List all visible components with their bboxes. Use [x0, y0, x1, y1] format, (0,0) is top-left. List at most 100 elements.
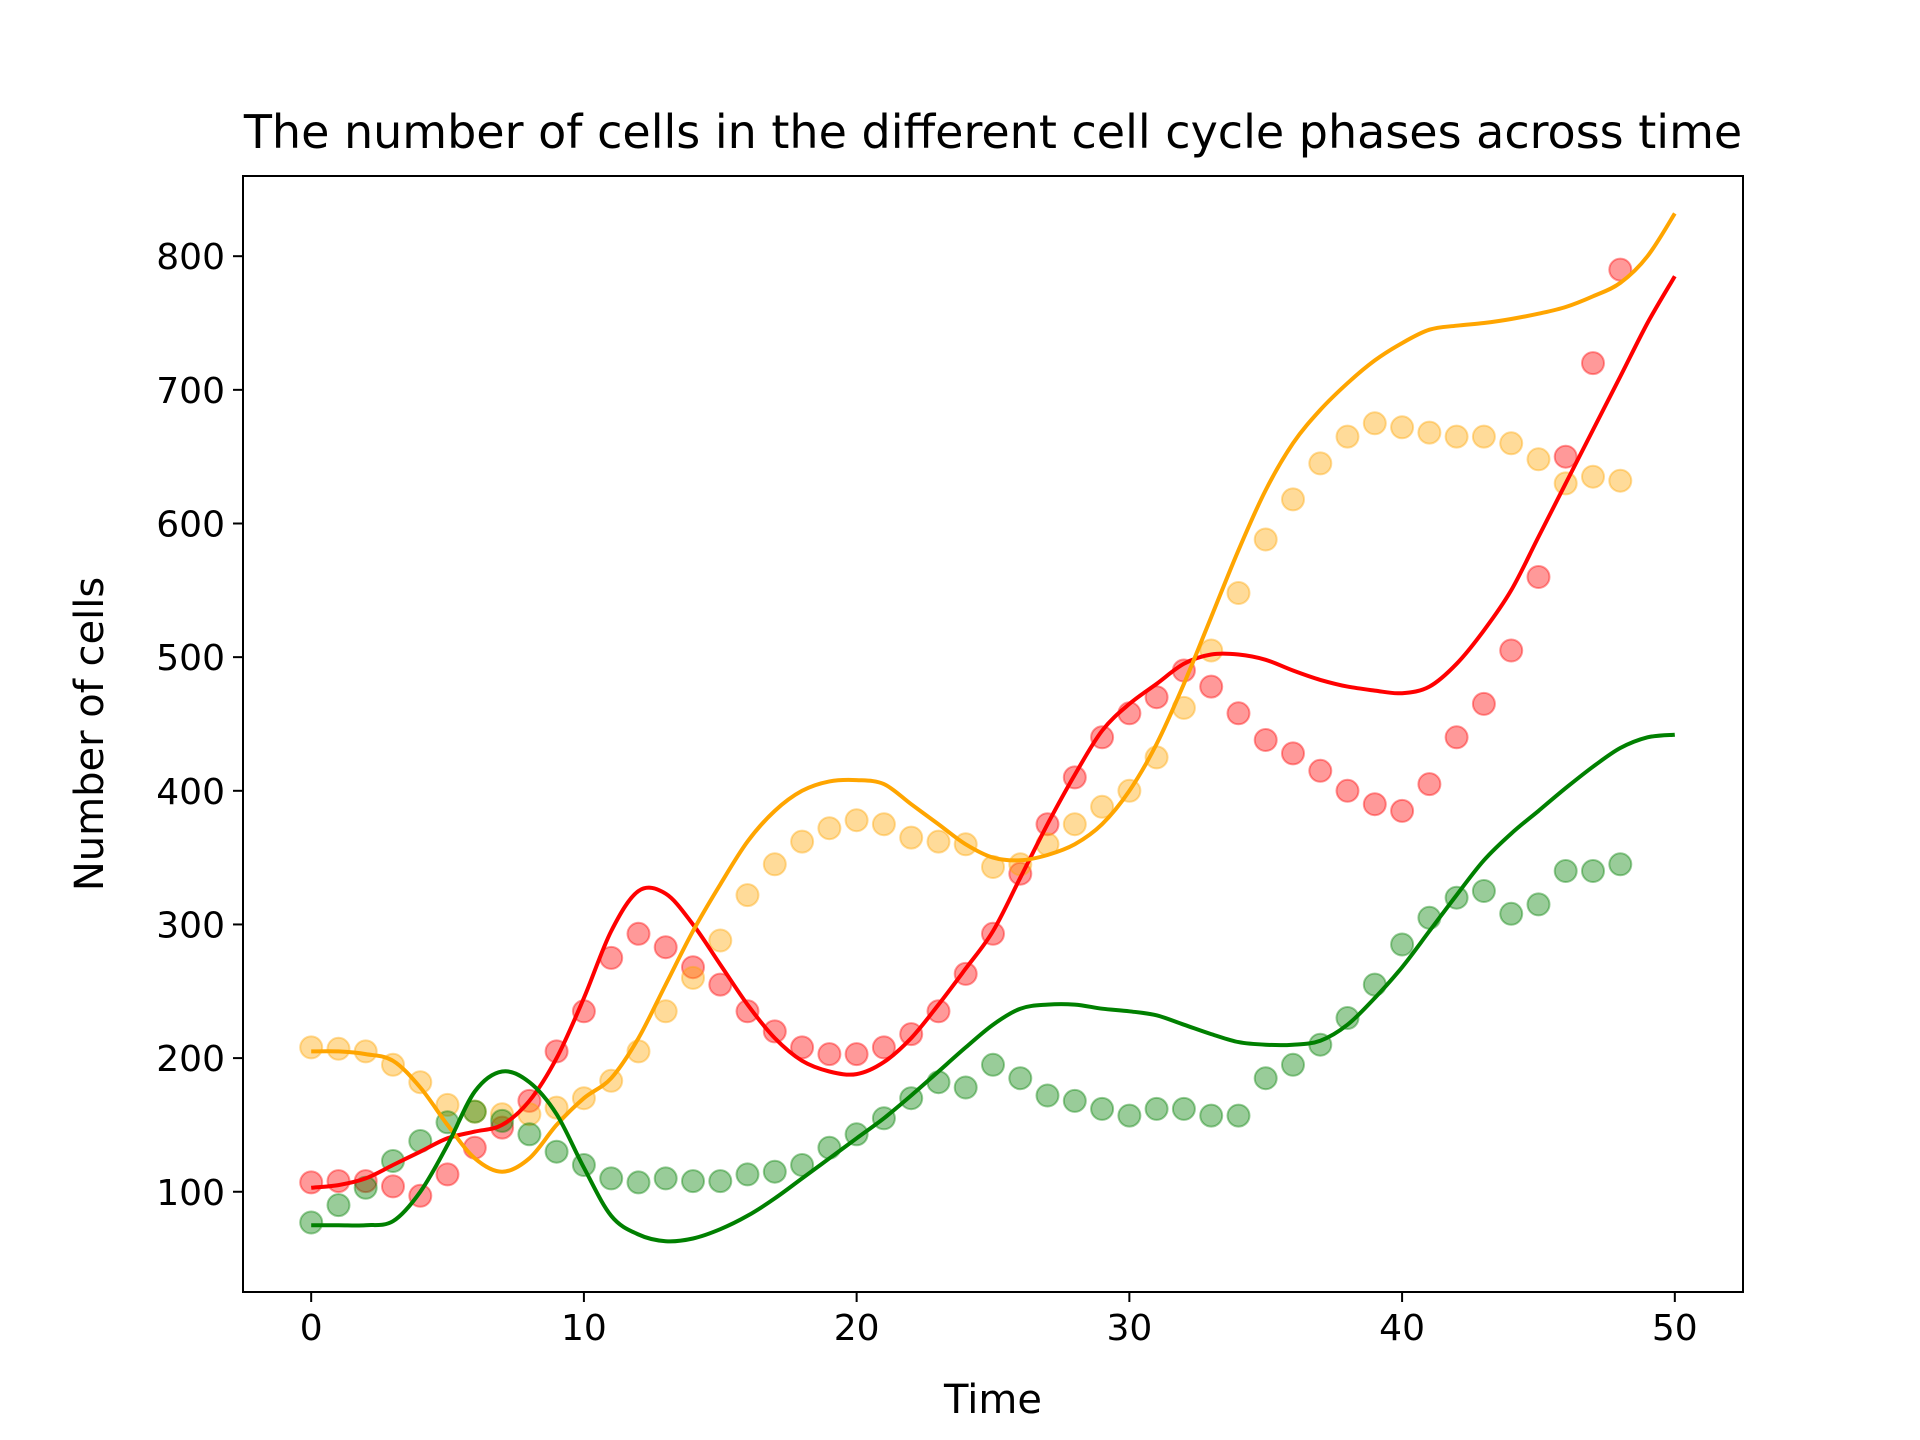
data-point — [817, 1135, 842, 1160]
data-point — [435, 1092, 460, 1117]
data-point — [1608, 852, 1633, 877]
line-series-4 — [311, 212, 1677, 1174]
data-point — [326, 1193, 351, 1218]
data-point — [1553, 859, 1578, 883]
data-point — [735, 999, 760, 1024]
data-point — [626, 1170, 651, 1195]
data-point — [735, 883, 760, 908]
data-point — [1362, 411, 1387, 436]
data-point — [899, 1022, 924, 1047]
data-point — [1390, 932, 1415, 957]
data-point — [681, 955, 705, 980]
data-point — [1335, 778, 1360, 803]
data-point — [817, 1042, 842, 1067]
data-point — [1226, 581, 1251, 605]
plot-frame — [242, 175, 1744, 1293]
data-point — [435, 1162, 460, 1187]
y-tick-label: 300 — [156, 905, 225, 946]
data-point — [1199, 1103, 1224, 1128]
data-point — [1417, 420, 1442, 445]
data-point — [926, 999, 951, 1024]
y-tick-label: 100 — [156, 1173, 225, 1214]
data-point — [1035, 1083, 1060, 1108]
data-point — [1581, 351, 1605, 376]
y-tick-label: 200 — [156, 1039, 225, 1080]
data-point — [762, 1159, 787, 1184]
data-point — [1444, 725, 1469, 750]
data-point — [1335, 424, 1360, 449]
data-point — [1144, 1096, 1169, 1121]
data-point — [790, 829, 815, 854]
data-point — [1199, 674, 1224, 699]
series-layer — [299, 212, 1677, 1244]
data-point — [1581, 859, 1605, 883]
data-point — [1499, 901, 1524, 926]
data-point — [762, 1019, 787, 1044]
data-point — [844, 1122, 869, 1147]
data-point — [1226, 1103, 1251, 1128]
chart-title: The number of cells in the different cel… — [243, 105, 1742, 159]
data-point — [326, 1169, 351, 1194]
data-point — [1390, 798, 1415, 823]
x-tick-label: 0 — [300, 1308, 323, 1349]
data-point — [871, 1035, 896, 1060]
data-point — [1008, 1066, 1033, 1091]
data-point — [1499, 431, 1524, 456]
data-point — [599, 1166, 624, 1191]
data-point — [1090, 1096, 1115, 1121]
data-point — [1253, 527, 1278, 552]
y-tick-label: 400 — [156, 772, 225, 813]
data-point — [708, 1169, 733, 1194]
data-point — [653, 1166, 678, 1191]
data-point — [708, 928, 733, 953]
data-point — [299, 1210, 324, 1235]
data-point — [1090, 725, 1115, 750]
y-axis-label: Number of cells — [67, 577, 113, 891]
data-point — [544, 1095, 569, 1120]
data-point — [1581, 464, 1605, 489]
data-point — [1335, 1006, 1360, 1030]
data-point — [1553, 444, 1578, 469]
data-point — [299, 1035, 324, 1060]
data-point — [1062, 1088, 1087, 1113]
x-tick-label: 30 — [1106, 1308, 1152, 1349]
y-tick-label: 600 — [156, 504, 225, 545]
data-point — [735, 1162, 760, 1187]
data-point — [762, 852, 787, 877]
data-point — [408, 1070, 433, 1095]
data-point — [326, 1036, 351, 1061]
data-point — [790, 1035, 815, 1060]
x-tick-label: 40 — [1379, 1308, 1425, 1349]
line-series-5 — [311, 732, 1675, 1244]
data-point — [1471, 691, 1496, 716]
data-point — [681, 1169, 705, 1194]
data-point — [1281, 741, 1305, 766]
data-point — [299, 1170, 324, 1195]
data-point — [1253, 1066, 1278, 1091]
data-point — [1281, 487, 1305, 512]
data-point — [926, 1070, 951, 1095]
data-point — [1253, 728, 1278, 752]
data-point — [1062, 812, 1087, 837]
data-point — [844, 1042, 869, 1067]
data-point — [953, 1075, 978, 1100]
data-point — [844, 808, 869, 833]
data-point — [926, 829, 951, 854]
data-point — [1471, 424, 1496, 449]
data-point — [1499, 638, 1524, 663]
data-point — [626, 921, 651, 946]
data-point — [1526, 892, 1551, 917]
data-point — [1390, 415, 1415, 440]
data-point — [1308, 451, 1333, 476]
data-point — [1226, 701, 1251, 726]
data-point — [681, 965, 705, 990]
data-point — [653, 935, 678, 960]
data-point — [1117, 1103, 1142, 1128]
data-point — [544, 1139, 569, 1164]
x-tick-label: 50 — [1652, 1308, 1698, 1349]
data-point — [1362, 792, 1387, 817]
data-point — [1090, 794, 1115, 819]
x-tick-label: 20 — [834, 1308, 880, 1349]
